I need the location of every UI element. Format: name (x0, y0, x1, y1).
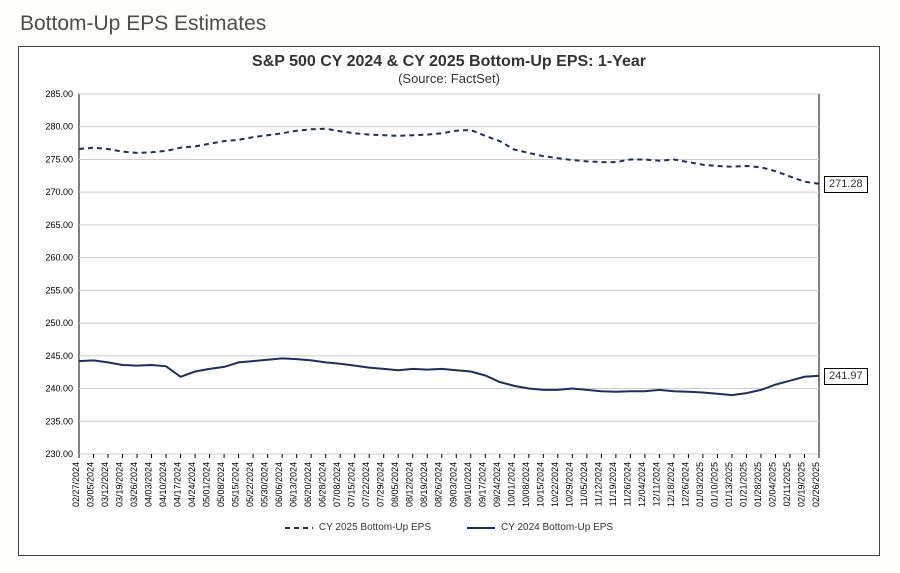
svg-text:10/15/2024: 10/15/2024 (535, 462, 545, 507)
svg-text:11/26/2024: 11/26/2024 (622, 462, 632, 506)
svg-text:240.00: 240.00 (45, 384, 73, 394)
svg-text:280.00: 280.00 (45, 122, 73, 132)
svg-text:05/15/2024: 05/15/2024 (231, 462, 241, 507)
chart-legend: CY 2025 Bottom-Up EPS CY 2024 Bottom-Up E… (19, 520, 879, 540)
chart-frame: S&P 500 CY 2024 & CY 2025 Bottom-Up EPS:… (18, 46, 880, 556)
svg-text:06/28/2024: 06/28/2024 (318, 462, 328, 507)
line-chart: 230.00 235.00 240.00 245.00 250.00 255.00 260.… (19, 90, 879, 520)
svg-text:06/13/2024: 06/13/2024 (289, 462, 299, 507)
svg-text:01/28/2025: 01/28/2025 (753, 462, 763, 507)
svg-text:250.00: 250.00 (45, 318, 73, 328)
legend-label: CY 2024 Bottom-Up EPS (501, 522, 613, 533)
svg-text:270.00: 270.00 (45, 187, 73, 197)
svg-text:08/12/2024: 08/12/2024 (405, 462, 415, 507)
svg-text:02/04/2025: 02/04/2025 (767, 462, 777, 507)
svg-text:09/17/2024: 09/17/2024 (477, 462, 487, 507)
svg-text:02/27/2024: 02/27/2024 (71, 462, 81, 507)
chart-subtitle: (Source: FactSet) (19, 71, 879, 86)
svg-text:06/20/2024: 06/20/2024 (303, 462, 313, 507)
svg-text:02/26/2025: 02/26/2025 (811, 462, 821, 507)
svg-text:01/10/2025: 01/10/2025 (709, 462, 719, 507)
svg-text:10/29/2024: 10/29/2024 (564, 462, 574, 507)
svg-text:08/26/2024: 08/26/2024 (434, 462, 444, 507)
svg-text:11/19/2024: 11/19/2024 (608, 462, 618, 506)
svg-text:285.00: 285.00 (45, 90, 73, 99)
svg-text:07/15/2024: 07/15/2024 (347, 462, 357, 507)
page-title: Bottom-Up EPS Estimates (20, 12, 882, 36)
svg-text:260.00: 260.00 (45, 253, 73, 263)
svg-text:12/04/2024: 12/04/2024 (637, 462, 647, 507)
svg-text:10/22/2024: 10/22/2024 (550, 462, 560, 507)
svg-text:12/26/2024: 12/26/2024 (680, 462, 690, 507)
svg-text:01/21/2025: 01/21/2025 (738, 462, 748, 507)
svg-text:02/19/2025: 02/19/2025 (796, 462, 806, 507)
svg-text:04/24/2024: 04/24/2024 (187, 462, 197, 507)
svg-text:04/17/2024: 04/17/2024 (173, 462, 183, 507)
svg-text:255.00: 255.00 (45, 285, 73, 295)
svg-text:09/24/2024: 09/24/2024 (492, 462, 502, 507)
svg-text:10/08/2024: 10/08/2024 (521, 462, 531, 507)
legend-label: CY 2025 Bottom-Up EPS (319, 522, 431, 533)
svg-text:05/22/2024: 05/22/2024 (245, 462, 255, 507)
svg-text:12/11/2024: 12/11/2024 (651, 462, 661, 506)
svg-text:06/06/2024: 06/06/2024 (274, 462, 284, 507)
svg-text:12/18/2024: 12/18/2024 (666, 462, 676, 507)
svg-text:11/12/2024: 11/12/2024 (593, 462, 603, 506)
svg-text:08/19/2024: 08/19/2024 (419, 462, 429, 507)
svg-text:275.00: 275.00 (45, 154, 73, 164)
svg-text:05/01/2024: 05/01/2024 (202, 462, 212, 507)
svg-text:04/10/2024: 04/10/2024 (158, 462, 168, 507)
svg-text:05/08/2024: 05/08/2024 (216, 462, 226, 507)
svg-text:02/11/2025: 02/11/2025 (782, 462, 792, 506)
svg-text:235.00: 235.00 (45, 416, 73, 426)
svg-text:07/08/2024: 07/08/2024 (332, 462, 342, 507)
legend-item: CY 2025 Bottom-Up EPS (285, 522, 431, 533)
svg-text:265.00: 265.00 (45, 220, 73, 230)
svg-text:03/05/2024: 03/05/2024 (86, 462, 96, 507)
svg-text:03/19/2024: 03/19/2024 (115, 462, 125, 507)
svg-text:245.00: 245.00 (45, 351, 73, 361)
svg-text:04/03/2024: 04/03/2024 (144, 462, 154, 507)
series-end-label: 271.28 (824, 176, 868, 193)
svg-text:07/22/2024: 07/22/2024 (361, 462, 371, 507)
svg-text:01/13/2025: 01/13/2025 (724, 462, 734, 507)
svg-text:03/12/2024: 03/12/2024 (100, 462, 110, 507)
svg-text:230.00: 230.00 (45, 449, 73, 459)
svg-text:09/03/2024: 09/03/2024 (448, 462, 458, 507)
svg-text:03/26/2024: 03/26/2024 (129, 462, 139, 507)
svg-text:10/01/2024: 10/01/2024 (506, 462, 516, 507)
svg-text:05/30/2024: 05/30/2024 (260, 462, 270, 507)
svg-text:11/05/2024: 11/05/2024 (579, 462, 589, 506)
series-end-label: 241.97 (824, 368, 868, 385)
svg-text:09/10/2024: 09/10/2024 (463, 462, 473, 507)
chart-title: S&P 500 CY 2024 & CY 2025 Bottom-Up EPS:… (19, 53, 879, 71)
legend-item: CY 2024 Bottom-Up EPS (467, 522, 613, 533)
svg-text:08/05/2024: 08/05/2024 (390, 462, 400, 507)
svg-text:01/03/2025: 01/03/2025 (695, 462, 705, 507)
svg-text:07/29/2024: 07/29/2024 (376, 462, 386, 507)
